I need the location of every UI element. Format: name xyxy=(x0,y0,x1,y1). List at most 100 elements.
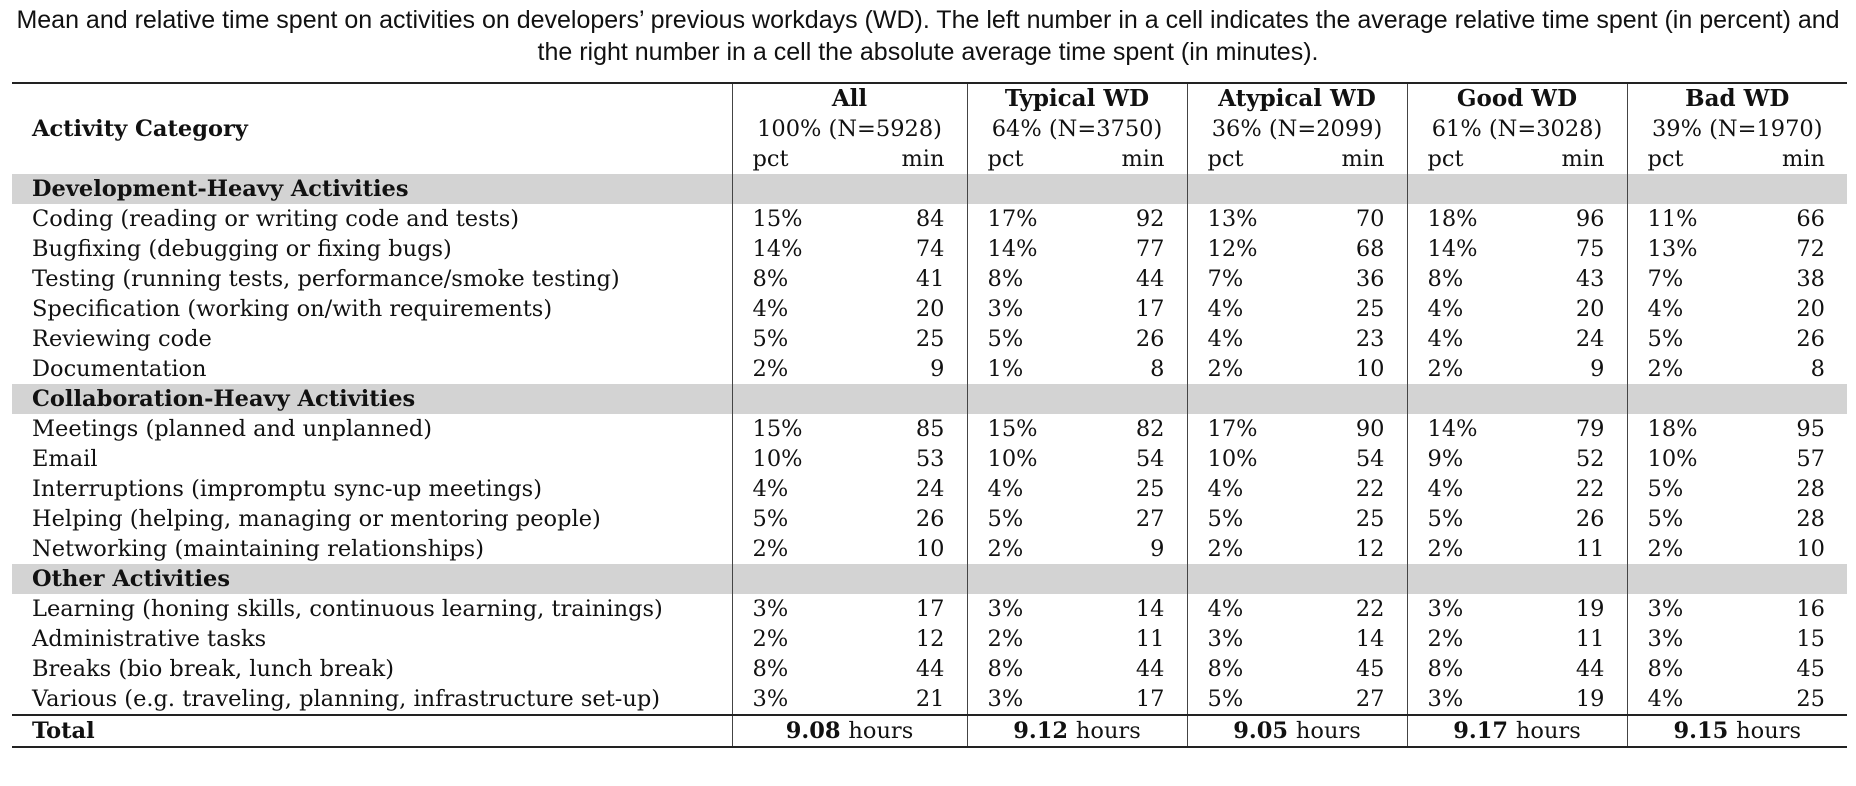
value-pair: 3% 15 xyxy=(1628,624,1847,654)
min-value: 38 xyxy=(1796,266,1825,292)
section-band-cell xyxy=(1626,174,1847,204)
value-cell: 5% 28 xyxy=(1626,474,1847,504)
header-row-shares: 100% (N=5928) 64% (N=3750) 36% (N=2099) 61%… xyxy=(12,114,1847,144)
min-value: 10 xyxy=(1355,356,1385,382)
value-cell: 5% 28 xyxy=(1626,504,1847,534)
value-cell: 17% 92 xyxy=(966,204,1187,234)
total-value: 9.08 xyxy=(785,718,841,744)
min-value: 41 xyxy=(915,266,945,292)
table-row: Coding (reading or writing code and test… xyxy=(12,204,1847,234)
pct-value: 14% xyxy=(752,236,803,262)
min-label: min xyxy=(1561,146,1605,172)
min-value: 44 xyxy=(915,656,945,682)
min-value: 77 xyxy=(1135,236,1165,262)
min-value: 26 xyxy=(915,506,945,532)
value-cell: 14% 75 xyxy=(1406,234,1627,264)
section-band-cell xyxy=(1626,384,1847,414)
pct-value: 4% xyxy=(1647,296,1684,322)
min-value: 26 xyxy=(1135,326,1165,352)
pct-value: 10% xyxy=(987,446,1038,472)
min-value: 25 xyxy=(1355,296,1385,322)
min-value: 23 xyxy=(1355,326,1385,352)
value-cell: 3% 17 xyxy=(731,594,967,624)
pct-value: 8% xyxy=(987,656,1024,682)
total-unit: hours xyxy=(1736,718,1801,744)
pct-value: 18% xyxy=(1427,206,1478,232)
value-pair: 14% 77 xyxy=(968,234,1187,264)
value-cell: 3% 19 xyxy=(1406,594,1627,624)
pct-value: 5% xyxy=(1427,506,1464,532)
value-pair: 3% 14 xyxy=(1188,624,1407,654)
value-pair: 8% 43 xyxy=(1408,264,1627,294)
activity-label: Interruptions (impromptu sync-up meeting… xyxy=(32,476,542,502)
value-cell: 10% 54 xyxy=(966,444,1187,474)
table-caption: Mean and relative time spent on activiti… xyxy=(16,6,1840,66)
value-pair: 2% 8 xyxy=(1628,354,1847,384)
min-value: 68 xyxy=(1355,236,1385,262)
min-value: 14 xyxy=(1355,626,1385,652)
value-cell: 10% 53 xyxy=(731,444,967,474)
min-value: 70 xyxy=(1355,206,1385,232)
total-value: 9.12 xyxy=(1013,718,1069,744)
min-value: 85 xyxy=(915,416,945,442)
value-pair: 3% 17 xyxy=(968,684,1187,714)
pct-value: 14% xyxy=(1427,416,1478,442)
pct-value: 4% xyxy=(752,476,789,502)
column-group-header: Atypical WD xyxy=(1186,82,1407,114)
value-pair: 18% 96 xyxy=(1408,204,1627,234)
value-pair: 14% 79 xyxy=(1408,414,1627,444)
pct-value: 2% xyxy=(987,536,1024,562)
column-group-share: 64% (N=3750) xyxy=(966,114,1187,144)
value-cell: 2% 9 xyxy=(966,534,1187,564)
value-cell: 8% 44 xyxy=(966,264,1187,294)
column-units: pct min xyxy=(1186,144,1407,174)
table-row: Various (e.g. traveling, planning, infra… xyxy=(12,684,1847,715)
units-pair: pct min xyxy=(733,144,967,174)
total-unit: hours xyxy=(1515,718,1581,744)
pct-value: 10% xyxy=(1647,446,1698,472)
value-cell: 5% 27 xyxy=(966,504,1187,534)
value-cell: 2% 10 xyxy=(1626,534,1847,564)
value-cell: 4% 22 xyxy=(1186,474,1407,504)
value-cell: 3% 21 xyxy=(731,684,967,715)
value-pair: 3% 17 xyxy=(733,594,967,624)
section-title: Development-Heavy Activities xyxy=(12,174,732,204)
value-pair: 4% 20 xyxy=(1408,294,1627,324)
min-value: 36 xyxy=(1355,266,1385,292)
activity-label: Various (e.g. traveling, planning, infra… xyxy=(32,686,661,712)
value-pair: 7% 36 xyxy=(1188,264,1407,294)
value-pair: 5% 26 xyxy=(1628,324,1847,354)
min-value: 26 xyxy=(1575,506,1605,532)
value-pair: 4% 22 xyxy=(1408,474,1627,504)
value-cell: 5% 25 xyxy=(731,324,967,354)
pct-label: pct xyxy=(752,146,789,172)
value-cell: 4% 25 xyxy=(966,474,1187,504)
value-pair: 2% 10 xyxy=(733,534,967,564)
value-cell: 5% 26 xyxy=(1626,324,1847,354)
value-cell: 5% 27 xyxy=(1186,684,1407,715)
min-label: min xyxy=(1781,146,1825,172)
value-cell: 1% 8 xyxy=(966,354,1187,384)
column-units: pct min xyxy=(731,144,967,174)
total-cell: 9.17 hours xyxy=(1406,714,1627,748)
value-cell: 18% 96 xyxy=(1406,204,1627,234)
min-value: 20 xyxy=(1796,296,1825,322)
table-row: Learning (honing skills, continuous lear… xyxy=(12,594,1847,624)
value-cell: 4% 24 xyxy=(1406,324,1627,354)
min-value: 11 xyxy=(1575,626,1605,652)
value-pair: 2% 10 xyxy=(1628,534,1847,564)
total-value: 9.15 xyxy=(1673,718,1729,744)
pct-value: 3% xyxy=(752,686,789,712)
min-value: 28 xyxy=(1796,476,1825,502)
pct-value: 4% xyxy=(1427,476,1464,502)
min-value: 10 xyxy=(915,536,945,562)
value-cell: 5% 26 xyxy=(1406,504,1627,534)
min-value: 27 xyxy=(1135,506,1165,532)
units-pair: pct min xyxy=(968,144,1187,174)
table-row: Breaks (bio break, lunch break) 8% 44 8% 44 8… xyxy=(12,654,1847,684)
value-cell: 2% 11 xyxy=(966,624,1187,654)
min-value: 19 xyxy=(1575,686,1605,712)
pct-value: 3% xyxy=(1647,626,1684,652)
value-pair: 5% 27 xyxy=(1188,684,1407,714)
value-cell: 2% 12 xyxy=(1186,534,1407,564)
